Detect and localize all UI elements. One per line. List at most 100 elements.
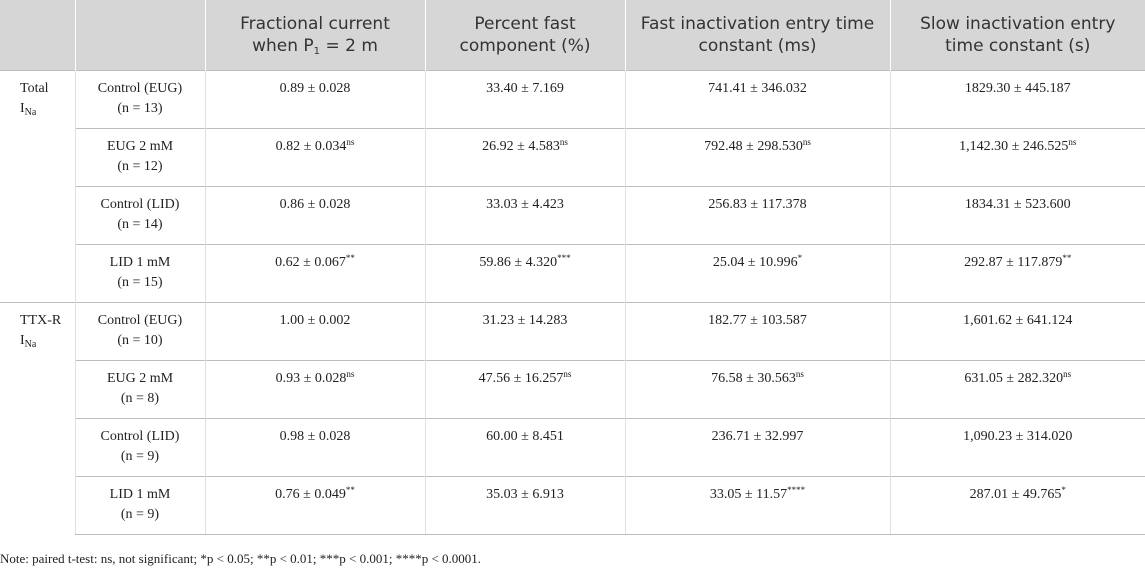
table-row: LID 1 mM (n = 15) 0.62 ± 0.067** 59.86 ± 4.… <box>0 244 1145 303</box>
row-label: Control (EUG) (n = 10) <box>74 302 205 361</box>
superscript: * <box>797 253 803 263</box>
text: Fractional current when P <box>240 14 390 56</box>
sample-size: (n = 12) <box>117 159 163 174</box>
row-label: Control (EUG) (n = 13) <box>74 70 205 129</box>
superscript: ns <box>559 137 568 147</box>
value-cell: 59.86 ± 4.320*** <box>424 244 625 303</box>
header-row: Fractional current when P1 = 2 m Percent … <box>0 0 1145 71</box>
header-cell <box>0 0 75 71</box>
superscript: ns <box>563 369 572 379</box>
text: 256.83 ± 117.378 <box>708 197 807 212</box>
table-row: Total INa Control (EUG) (n = 13) 0.89 ± 0.0… <box>0 70 1145 303</box>
text: Total I <box>20 81 49 116</box>
value-cell: 0.86 ± 0.028 <box>204 186 425 245</box>
subscript: Na <box>24 107 37 118</box>
table-row: EUG 2 mM (n = 8) 0.93 ± 0.028ns 47.56 ± 16.… <box>0 360 1145 419</box>
sample-size: (n = 15) <box>117 275 163 290</box>
condition: Control (EUG) <box>97 313 183 328</box>
text: 76.58 ± 30.563 <box>711 371 796 386</box>
value-cell: 1,090.23 ± 314.020 <box>889 418 1145 477</box>
row-label: EUG 2 mM (n = 8) <box>74 360 205 419</box>
text: 1829.30 ± 445.187 <box>964 81 1071 96</box>
table-row: EUG 2 mM (n = 12) 0.82 ± 0.034ns 26.92 ± 4.… <box>0 128 1145 187</box>
header-cell <box>74 0 205 71</box>
condition: LID 1 mM <box>109 487 171 502</box>
value-cell: 631.05 ± 282.320ns <box>889 360 1145 419</box>
value-cell: 47.56 ± 16.257ns <box>424 360 625 419</box>
value-cell: 33.05 ± 11.57**** <box>624 476 890 535</box>
value-cell: 741.41 ± 346.032 <box>624 70 890 129</box>
superscript: **** <box>787 485 806 495</box>
superscript: * <box>1061 485 1066 495</box>
text: 47.56 ± 16.257 <box>478 371 564 386</box>
superscript: ** <box>345 253 355 263</box>
value-cell: 0.93 ± 0.028ns <box>204 360 425 419</box>
row-label: Control (LID) (n = 9) <box>74 418 205 477</box>
sample-size: (n = 8) <box>120 391 160 406</box>
value-cell: 33.40 ± 7.169 <box>424 70 625 129</box>
data-table: Fractional current when P1 = 2 m Percent … <box>0 0 1145 535</box>
row-label: Control (LID) (n = 14) <box>74 186 205 245</box>
text: 631.05 ± 282.320 <box>964 371 1064 386</box>
sample-size: (n = 9) <box>120 449 160 464</box>
value-cell: 26.92 ± 4.583ns <box>424 128 625 187</box>
text: 1834.31 ± 523.600 <box>964 197 1071 212</box>
row-label: LID 1 mM (n = 9) <box>74 476 205 535</box>
value-cell: 25.04 ± 10.996* <box>624 244 890 303</box>
text: 59.86 ± 4.320 <box>479 255 558 270</box>
text: 60.00 ± 8.451 <box>486 429 564 444</box>
text: 236.71 ± 32.997 <box>711 429 804 444</box>
condition: EUG 2 mM <box>106 139 174 154</box>
text: 35.03 ± 6.913 <box>486 487 564 502</box>
value-cell: 1834.31 ± 523.600 <box>889 186 1145 245</box>
text: 1,090.23 ± 314.020 <box>963 429 1073 444</box>
text: 33.40 ± 7.169 <box>486 81 564 96</box>
group-label: Total INa <box>0 70 75 303</box>
text: 33.03 ± 4.423 <box>486 197 564 212</box>
value-cell: 236.71 ± 32.997 <box>624 418 890 477</box>
text: 292.87 ± 117.879 <box>964 255 1063 270</box>
header-cell: Slow inactivation entry time constant (s… <box>889 0 1145 71</box>
text: 1,142.30 ± 246.525 <box>959 139 1069 154</box>
table-note: Note: paired t-test: ns, not significant… <box>0 551 482 566</box>
value-cell: 33.03 ± 4.423 <box>424 186 625 245</box>
value-cell: 1829.30 ± 445.187 <box>889 70 1145 129</box>
text: 741.41 ± 346.032 <box>708 81 807 96</box>
superscript: ns <box>795 369 804 379</box>
value-cell: 60.00 ± 8.451 <box>424 418 625 477</box>
value-cell: 0.76 ± 0.049** <box>204 476 425 535</box>
value-cell: 1,601.62 ± 641.124 <box>889 302 1145 361</box>
table-row: LID 1 mM (n = 9) 0.76 ± 0.049** 35.03 ± 6.9… <box>0 476 1145 535</box>
text: 0.76 ± 0.049 <box>275 487 346 502</box>
text: 0.89 ± 0.028 <box>279 81 351 96</box>
superscript: ns <box>1063 369 1072 379</box>
text: Fast inactivation entry time constant (m… <box>640 14 875 56</box>
value-cell: 1,142.30 ± 246.525ns <box>889 128 1145 187</box>
value-cell: 1.00 ± 0.002 <box>204 302 425 361</box>
text: 1.00 ± 0.002 <box>279 313 351 328</box>
value-cell: 287.01 ± 49.765* <box>889 476 1145 535</box>
sample-size: (n = 9) <box>120 507 160 522</box>
value-cell: 182.77 ± 103.587 <box>624 302 890 361</box>
text: 25.04 ± 10.996 <box>712 255 798 270</box>
text: 792.48 ± 298.530 <box>704 139 803 154</box>
text: 1,601.62 ± 641.124 <box>963 313 1073 328</box>
superscript: ns <box>346 137 355 147</box>
row-label: EUG 2 mM (n = 12) <box>74 128 205 187</box>
condition: LID 1 mM <box>109 255 171 270</box>
header-cell: Percent fast component (%) <box>424 0 625 71</box>
condition: Control (LID) <box>100 429 180 444</box>
row-label: LID 1 mM (n = 15) <box>74 244 205 303</box>
condition: Control (LID) <box>100 197 180 212</box>
text: 31.23 ± 14.283 <box>482 313 568 328</box>
superscript: *** <box>557 253 571 263</box>
value-cell: 0.89 ± 0.028 <box>204 70 425 129</box>
text: 0.86 ± 0.028 <box>279 197 351 212</box>
text: 0.62 ± 0.067 <box>275 255 346 270</box>
table-row: Control (LID) (n = 9) 0.98 ± 0.028 60.00 ± … <box>0 418 1145 477</box>
text: 0.93 ± 0.028 <box>275 371 347 386</box>
text: 26.92 ± 4.583 <box>482 139 560 154</box>
superscript: ns <box>1068 137 1077 147</box>
value-cell: 256.83 ± 117.378 <box>624 186 890 245</box>
subscript: Na <box>24 339 37 350</box>
